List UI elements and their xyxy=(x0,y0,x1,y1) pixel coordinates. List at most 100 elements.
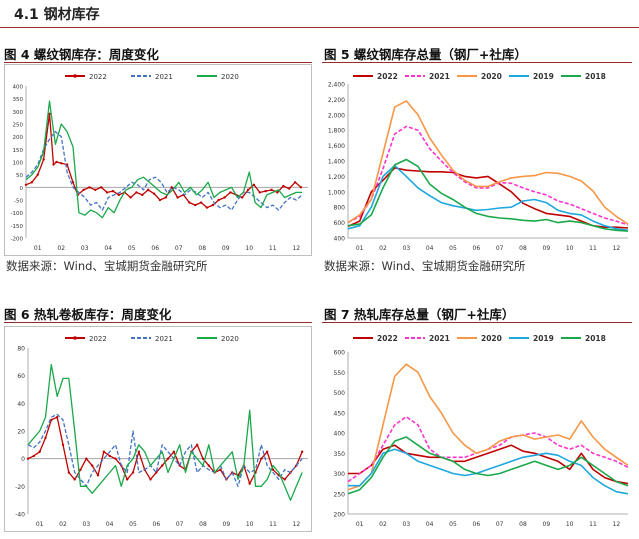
y-tick-label: 300 xyxy=(334,471,346,478)
y-tick-label: 2,000 xyxy=(328,112,345,119)
fig4-source: 数据来源：Wind、宝城期货金融研究所 xyxy=(6,259,208,273)
y-tick-label: 2,200 xyxy=(328,97,345,104)
x-tick-label: 02 xyxy=(59,521,67,528)
y-tick-label: 150 xyxy=(13,148,24,154)
x-tick-label: 08 xyxy=(198,245,206,252)
x-tick-label: 01 xyxy=(356,521,364,528)
x-tick-label: 08 xyxy=(199,521,207,528)
legend-label: 2020 xyxy=(481,334,502,343)
series-point-2022 xyxy=(24,183,28,186)
series-point-2022 xyxy=(207,464,211,467)
x-tick-label: 04 xyxy=(104,245,112,252)
y-tick-label: 800 xyxy=(334,205,346,212)
x-tick-label: 06 xyxy=(151,245,159,252)
y-tick-label: 600 xyxy=(334,350,346,357)
y-tick-label: 20 xyxy=(17,429,25,436)
series-line-2019 xyxy=(348,448,629,495)
series-point-2022 xyxy=(55,160,58,164)
series-point-2022 xyxy=(125,478,129,481)
fig6-caption: 图 6 热轧卷板库存：周度变化 xyxy=(4,307,172,322)
x-tick-label: 10 xyxy=(246,521,254,528)
y-tick-label: 1,200 xyxy=(328,174,345,181)
series-point-2022 xyxy=(265,450,269,453)
x-tick-label: 01 xyxy=(356,245,364,252)
series-point-2022 xyxy=(30,181,34,184)
series-point-2022 xyxy=(205,206,209,209)
y-tick-label: -200 xyxy=(11,237,24,243)
series-point-2022 xyxy=(271,468,275,471)
series-point-2022 xyxy=(260,457,263,460)
x-tick-label: 12 xyxy=(613,245,621,252)
series-point-2022 xyxy=(36,173,39,176)
y-tick-label: 100 xyxy=(13,161,24,167)
legend-label: 2022 xyxy=(377,72,398,81)
series-point-2022 xyxy=(117,193,121,197)
series-point-2022 xyxy=(114,457,117,460)
x-tick-label: 04 xyxy=(426,245,434,252)
series-point-2022 xyxy=(90,464,94,467)
series-point-2022 xyxy=(26,457,30,460)
x-tick-label: 05 xyxy=(129,521,137,528)
series-point-2022 xyxy=(102,450,106,453)
y-tick-label: 1,800 xyxy=(328,128,345,135)
x-tick-label: 04 xyxy=(106,521,114,528)
y-tick-label: 550 xyxy=(334,370,346,377)
x-tick-label: 01 xyxy=(36,521,44,528)
series-point-2022 xyxy=(129,196,132,199)
series-point-2022 xyxy=(61,443,65,447)
series-line-2021 xyxy=(27,413,303,487)
series-line-2020 xyxy=(347,363,629,491)
x-tick-label: 09 xyxy=(543,521,551,528)
x-tick-label: 07 xyxy=(496,521,504,528)
series-point-2022 xyxy=(293,181,297,184)
legend-label: 2019 xyxy=(533,72,554,81)
series-point-2022 xyxy=(42,158,45,161)
y-tick-label: 0 xyxy=(20,186,24,192)
legend-label: 2022 xyxy=(89,335,107,343)
series-point-2022 xyxy=(172,450,176,453)
series-point-2022 xyxy=(229,191,232,194)
series-point-2022 xyxy=(105,191,109,194)
legend-label: 2022 xyxy=(89,73,107,81)
legend-label: 2021 xyxy=(155,73,173,81)
fig5-caption: 图 5 螺纹钢库存总量（钢厂+社库） xyxy=(324,47,527,62)
series-point-2022 xyxy=(270,188,273,192)
y-tick-label: 600 xyxy=(334,220,346,227)
y-tick-label: 400 xyxy=(13,85,24,91)
series-point-2022 xyxy=(219,468,222,471)
y-tick-label: 60 xyxy=(17,373,25,380)
x-tick-label: 11 xyxy=(269,245,277,252)
y-tick-label: 350 xyxy=(334,451,346,458)
series-line-2022 xyxy=(347,167,629,229)
series-point-2022 xyxy=(96,474,100,477)
x-tick-label: 12 xyxy=(613,521,621,528)
x-tick-label: 03 xyxy=(81,245,89,252)
series-point-2022 xyxy=(299,186,303,189)
series-point-2022 xyxy=(166,457,170,460)
series-point-2022 xyxy=(248,482,251,485)
series-point-2022 xyxy=(264,189,267,193)
series-point-2022 xyxy=(195,443,199,447)
series-point-2022 xyxy=(131,471,135,474)
y-tick-label: 1,400 xyxy=(328,159,345,166)
x-tick-label: 02 xyxy=(379,521,387,528)
series-line-2020 xyxy=(27,363,303,501)
x-tick-label: 12 xyxy=(293,521,301,528)
legend-label: 2021 xyxy=(155,335,173,343)
legend-label: 2019 xyxy=(533,334,554,343)
series-point-2022 xyxy=(32,454,36,458)
series-line-2018 xyxy=(347,436,629,495)
series-point-2022 xyxy=(170,186,173,189)
x-tick-label: 09 xyxy=(222,245,230,252)
x-tick-label: 03 xyxy=(83,521,91,528)
section-title: 4.1 钢材库存 xyxy=(14,7,100,23)
series-point-2022 xyxy=(44,436,47,440)
y-tick-label: 350 xyxy=(13,97,24,103)
x-tick-label: 06 xyxy=(153,521,161,528)
legend-label: 2020 xyxy=(221,335,239,343)
y-tick-label: 2,400 xyxy=(328,82,345,89)
series-point-2022 xyxy=(176,196,179,199)
legend-label: 2018 xyxy=(585,334,606,343)
legend-label: 2022 xyxy=(377,334,398,343)
fig4-caption: 图 4 螺纹钢库存：周度变化 xyxy=(4,47,159,62)
